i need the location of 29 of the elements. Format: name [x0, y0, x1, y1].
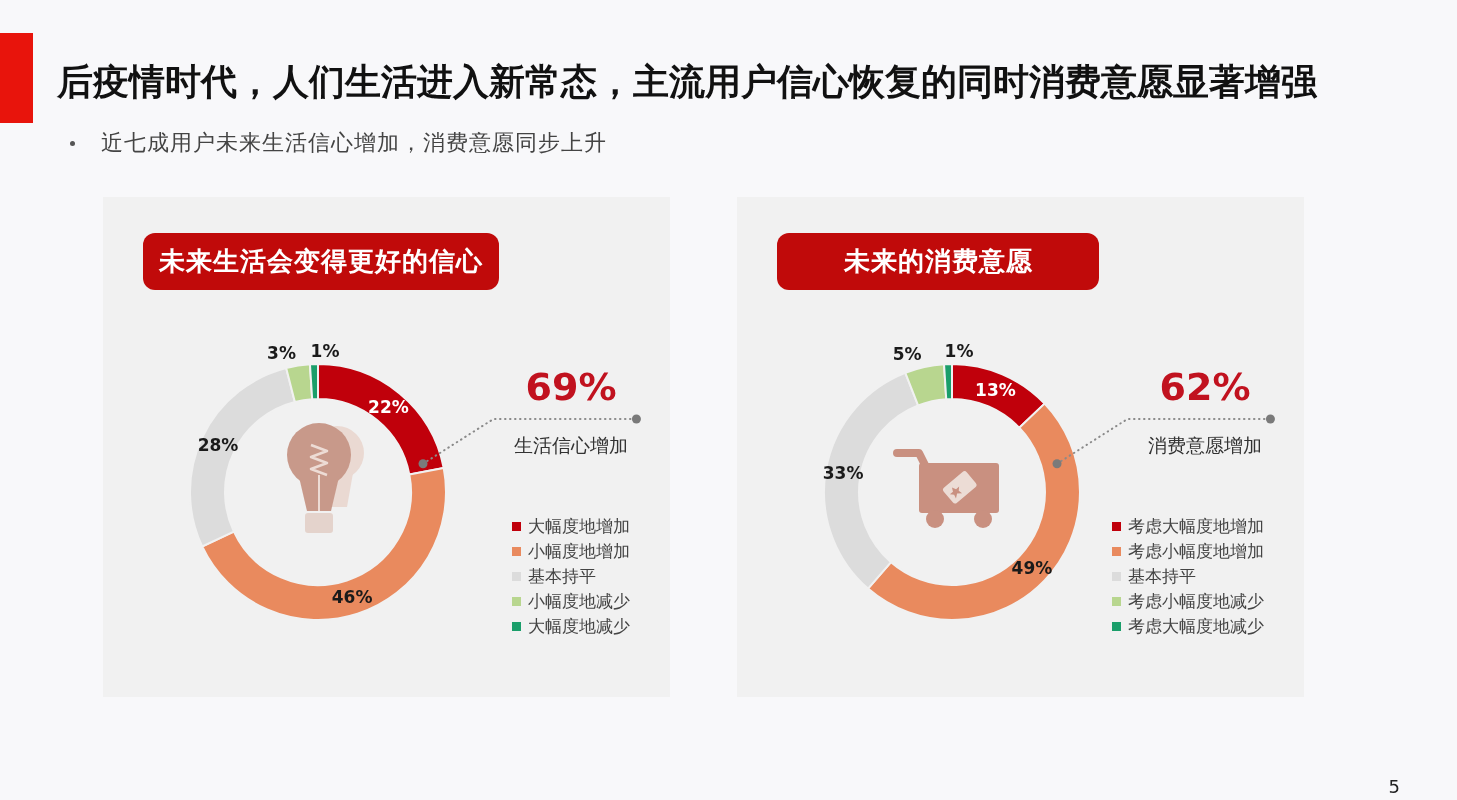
data-label: 46% [331, 587, 373, 608]
legend-label: 基本持平 [1128, 565, 1196, 588]
legend-label: 考虑小幅度地增加 [1128, 540, 1264, 563]
data-label: 1% [310, 341, 340, 362]
text: 62% [1159, 365, 1251, 409]
text: 近七成用户未来生活信心增加，消费意愿同步上升 [101, 130, 607, 155]
legend-label: 大幅度地减少 [528, 615, 630, 638]
legend-label: 考虑大幅度地减少 [1128, 615, 1264, 638]
legend-label: 基本持平 [528, 565, 596, 588]
data-label: 5% [892, 344, 922, 365]
data-label: 49% [1011, 558, 1053, 579]
text: 69% [525, 365, 617, 409]
data-label: 1% [944, 341, 974, 362]
data-label: 3% [267, 342, 296, 363]
text: 生活信心增加 [514, 434, 628, 456]
chart-title: 未来的消费意愿 [843, 246, 1033, 276]
legend-label: 大幅度地增加 [528, 515, 630, 538]
text: 后疫情时代，人们生活进入新常态，主流用户信心恢复的同时消费意愿显著增强 [57, 61, 1317, 102]
data-label: 33% [822, 463, 864, 484]
legend-label: 考虑大幅度地增加 [1128, 515, 1264, 538]
data-label: 28% [197, 434, 239, 455]
legend-label: 小幅度地减少 [528, 590, 630, 613]
data-label: 13% [975, 380, 1016, 401]
legend-label: 小幅度地增加 [528, 540, 630, 563]
data-label: 22% [368, 396, 409, 417]
text: 消费意愿增加 [1148, 434, 1262, 456]
legend-label: 考虑小幅度地减少 [1128, 590, 1264, 613]
text: 5 [1388, 776, 1400, 797]
chart-title: 未来生活会变得更好的信心 [159, 246, 483, 276]
